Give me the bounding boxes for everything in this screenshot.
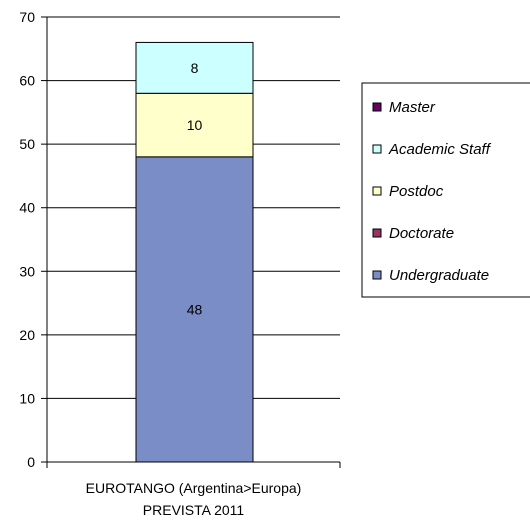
legend-box: [361, 82, 530, 298]
y-tick-label: 50: [19, 136, 35, 152]
y-tick-label: 0: [27, 454, 35, 470]
legend-swatch-doctorate: [372, 228, 382, 238]
legend-label-master: Master: [389, 99, 436, 116]
y-tick-label: 20: [19, 327, 35, 343]
data-label-undergraduate: 48: [187, 301, 203, 317]
data-label-academic-staff: 8: [191, 60, 199, 76]
legend-label-undergraduate: Undergraduate: [389, 267, 489, 284]
category-label: EUROTANGO (Argentina>Europa): [86, 480, 302, 496]
axis-layer: 0 10 20 30 40 50 60 70 EUROTANGO (Argentina>Euro…: [19, 9, 341, 518]
legend-swatch-master: [372, 102, 382, 112]
y-tick-label: 60: [19, 73, 35, 89]
legend-label-postdoc: Postdoc: [389, 183, 444, 200]
legend-swatch-postdoc: [372, 186, 382, 196]
legend: Master Academic Staff Postdoc Doctorate Unde…: [361, 82, 530, 298]
legend-swatch-undergraduate: [372, 270, 382, 280]
y-tick-label: 70: [19, 9, 35, 25]
bars-layer: 48 10 8: [135, 41, 254, 463]
data-label-postdoc: 10: [187, 117, 203, 133]
y-tick-label: 10: [19, 390, 35, 406]
y-tick-label: 40: [19, 200, 35, 216]
y-tick-label: 30: [19, 263, 35, 279]
legend-swatch-academic-staff: [372, 144, 382, 154]
category-label: PREVISTA 2011: [143, 502, 245, 518]
legend-label-doctorate: Doctorate: [389, 225, 454, 242]
legend-label-academic-staff: Academic Staff: [388, 141, 492, 158]
bar-segment-postdoc: [135, 92, 254, 158]
bar-segment-academic-staff: [135, 41, 254, 94]
